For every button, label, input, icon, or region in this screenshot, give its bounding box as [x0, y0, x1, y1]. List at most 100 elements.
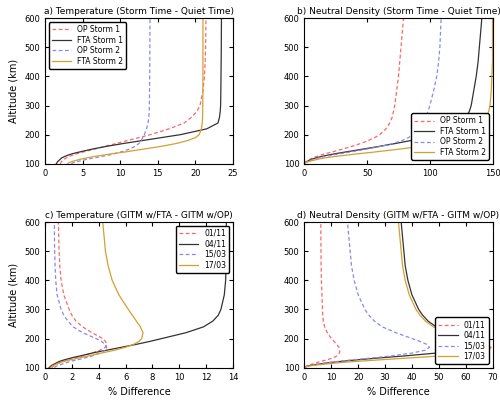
- FTA Storm 1: [218, 45, 224, 50]
- 01/11: [104, 342, 110, 347]
- 04/11: [216, 313, 222, 318]
- FTA Storm 2: [68, 160, 73, 164]
- FTA Storm 1: [56, 158, 62, 163]
- FTA Storm 1: [140, 138, 146, 143]
- Legend: 01/11, 04/11, 15/03, 17/03: 01/11, 04/11, 15/03, 17/03: [436, 317, 488, 364]
- OP Storm 1: [124, 138, 130, 143]
- FTA Storm 2: [200, 16, 206, 21]
- Y-axis label: Altitude (km): Altitude (km): [8, 59, 18, 123]
- 04/11: [223, 249, 229, 254]
- 04/11: [60, 358, 66, 363]
- Line: 01/11: 01/11: [52, 222, 107, 368]
- Line: FTA Storm 2: FTA Storm 2: [68, 18, 203, 164]
- 04/11: [224, 234, 230, 239]
- OP Storm 1: [61, 157, 67, 162]
- OP Storm 2: [147, 30, 153, 35]
- FTA Storm 1: [178, 132, 184, 137]
- 04/11: [223, 263, 229, 268]
- OP Storm 1: [166, 126, 172, 131]
- Line: 15/03: 15/03: [54, 222, 107, 368]
- FTA Storm 2: [158, 144, 164, 149]
- 15/03: [104, 345, 110, 350]
- FTA Storm 1: [218, 88, 224, 93]
- FTA Storm 1: [54, 161, 60, 166]
- OP Storm 2: [147, 59, 153, 64]
- 04/11: [46, 365, 52, 370]
- OP Storm 2: [146, 115, 152, 120]
- 15/03: [52, 220, 58, 225]
- Legend: OP Storm 1, FTA Storm 1, OP Storm 2, FTA Storm 2: OP Storm 1, FTA Storm 1, OP Storm 2, FTA…: [412, 113, 488, 160]
- OP Storm 2: [144, 126, 150, 131]
- 17/03: [126, 307, 132, 312]
- 04/11: [134, 342, 140, 347]
- 01/11: [97, 348, 103, 353]
- 15/03: [54, 292, 60, 297]
- OP Storm 1: [188, 115, 194, 120]
- 01/11: [52, 362, 59, 367]
- FTA Storm 2: [84, 156, 89, 160]
- 15/03: [58, 362, 64, 367]
- OP Storm 1: [203, 30, 209, 35]
- FTA Storm 1: [66, 153, 71, 158]
- FTA Storm 2: [200, 74, 206, 79]
- FTA Storm 2: [198, 126, 204, 131]
- 04/11: [89, 351, 95, 356]
- FTA Storm 1: [54, 160, 60, 165]
- Legend: OP Storm 1, FTA Storm 1, OP Storm 2, FTA Storm 2: OP Storm 1, FTA Storm 1, OP Storm 2, FTA…: [49, 22, 126, 69]
- FTA Storm 1: [158, 135, 164, 140]
- 15/03: [78, 356, 84, 361]
- FTA Storm 2: [91, 154, 97, 159]
- OP Storm 2: [70, 160, 76, 165]
- Line: OP Storm 2: OP Storm 2: [72, 18, 150, 164]
- OP Storm 2: [68, 161, 74, 166]
- 04/11: [118, 345, 124, 350]
- 15/03: [58, 307, 64, 312]
- OP Storm 2: [146, 74, 152, 79]
- OP Storm 1: [66, 154, 72, 159]
- 01/11: [102, 345, 108, 350]
- 04/11: [77, 354, 83, 358]
- 17/03: [100, 220, 106, 225]
- 17/03: [48, 364, 54, 369]
- FTA Storm 2: [174, 141, 180, 146]
- FTA Storm 1: [62, 154, 68, 159]
- OP Storm 1: [197, 103, 203, 108]
- 15/03: [70, 324, 76, 329]
- OP Storm 2: [91, 156, 97, 160]
- OP Storm 1: [74, 151, 80, 156]
- 17/03: [56, 361, 62, 366]
- OP Storm 2: [142, 132, 148, 137]
- FTA Storm 2: [100, 153, 106, 158]
- Title: a) Temperature (Storm Time - Quiet Time): a) Temperature (Storm Time - Quiet Time): [44, 7, 234, 16]
- 04/11: [52, 361, 59, 366]
- 15/03: [61, 313, 67, 318]
- FTA Storm 1: [58, 156, 64, 160]
- OP Storm 1: [58, 160, 64, 165]
- 01/11: [80, 324, 86, 329]
- 01/11: [69, 356, 75, 361]
- 01/11: [61, 292, 67, 297]
- 17/03: [78, 355, 84, 360]
- OP Storm 1: [58, 160, 64, 164]
- OP Storm 1: [114, 141, 119, 146]
- OP Storm 1: [194, 109, 200, 114]
- 15/03: [52, 365, 58, 370]
- Line: 04/11: 04/11: [49, 222, 226, 368]
- 17/03: [60, 360, 66, 364]
- 01/11: [73, 319, 79, 324]
- OP Storm 2: [72, 160, 78, 164]
- FTA Storm 2: [200, 115, 205, 120]
- 01/11: [66, 307, 72, 312]
- FTA Storm 2: [140, 147, 146, 152]
- FTA Storm 2: [72, 158, 78, 163]
- X-axis label: % Difference: % Difference: [108, 387, 170, 397]
- 04/11: [210, 319, 216, 324]
- 15/03: [54, 364, 60, 368]
- X-axis label: % Difference: % Difference: [367, 387, 430, 397]
- FTA Storm 1: [70, 151, 76, 156]
- OP Storm 2: [140, 135, 146, 140]
- FTA Storm 1: [218, 59, 224, 64]
- Line: 17/03: 17/03: [50, 222, 143, 368]
- 01/11: [89, 330, 95, 335]
- 04/11: [200, 324, 206, 329]
